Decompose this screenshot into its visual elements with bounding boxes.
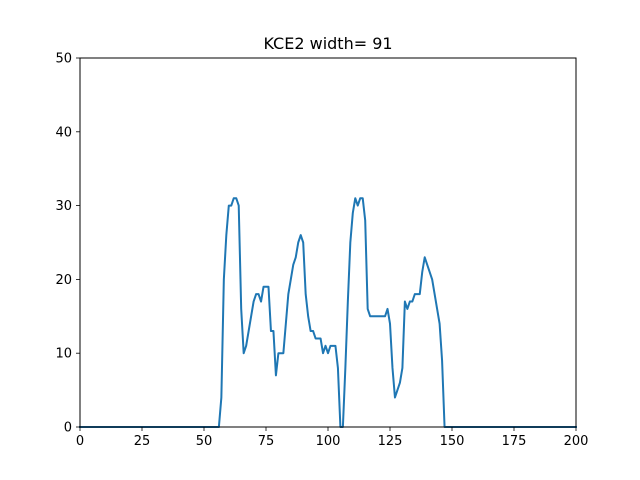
y-tick-label: 40 [55, 125, 72, 140]
chart-title: KCE2 width= 91 [263, 34, 392, 53]
x-tick-label: 50 [196, 434, 213, 449]
y-tick-label: 20 [55, 273, 72, 288]
x-tick-label: 175 [502, 434, 527, 449]
axes-frame [79, 57, 577, 428]
x-tick-label: 125 [378, 434, 403, 449]
y-tick-label: 10 [55, 347, 72, 362]
x-tick-label: 0 [76, 434, 84, 449]
y-tick-label: 0 [64, 421, 72, 436]
y-axis: 0 10 20 30 40 50 [55, 52, 80, 436]
x-tick-label: 25 [134, 434, 151, 449]
y-tick-label: 50 [55, 52, 72, 67]
x-tick-label: 100 [316, 434, 341, 449]
x-axis: 0 25 50 75 100 125 150 175 200 [76, 427, 589, 449]
x-tick-label: 75 [258, 434, 275, 449]
y-tick-label: 30 [55, 199, 72, 214]
x-tick-label: 150 [440, 434, 465, 449]
x-tick-label: 200 [564, 434, 589, 449]
